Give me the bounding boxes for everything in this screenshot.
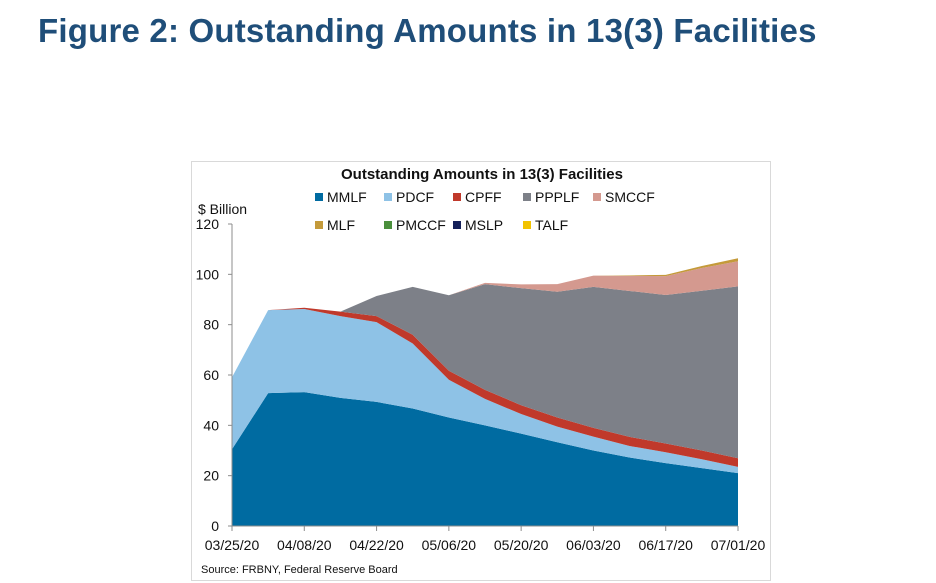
y-tick-label: 0 [211, 518, 219, 534]
legend-swatch [384, 221, 392, 229]
chart-title: Outstanding Amounts in 13(3) Facilities [341, 166, 623, 183]
x-tick-label: 04/08/20 [277, 537, 332, 553]
legend-swatch [453, 221, 461, 229]
slide-title: Figure 2: Outstanding Amounts in 13(3) F… [38, 12, 817, 49]
legend-label: MLF [327, 217, 355, 233]
legend: MMLF PDCF CPFF PPPLF SMCCF MLF PMCCF MSLP TALF [315, 189, 655, 233]
chart-frame: Outstanding Amounts in 13(3) Facilities … [191, 161, 771, 581]
area-smccf [232, 261, 738, 378]
stacked-areas [232, 258, 738, 526]
legend-label: CPFF [465, 189, 502, 205]
legend-swatch [315, 221, 323, 229]
legend-item-pmccf: PMCCF [384, 217, 446, 233]
legend-swatch [523, 193, 531, 201]
area-mmlf [232, 392, 738, 526]
legend-item-ppplf: PPPLF [523, 189, 579, 205]
area-ppplf [232, 284, 738, 459]
area-chart: Outstanding Amounts in 13(3) Facilities … [196, 166, 766, 576]
y-tick-label: 80 [203, 317, 219, 333]
y-tick-label: 60 [203, 367, 219, 383]
y-axis-label: $ Billion [198, 201, 247, 217]
legend-swatch [593, 193, 601, 201]
x-tick-label: 06/17/20 [638, 537, 693, 553]
legend-swatch [384, 193, 392, 201]
legend-label: PDCF [396, 189, 434, 205]
legend-label: PMCCF [396, 217, 446, 233]
legend-item-mslp: MSLP [453, 217, 503, 233]
area-pdcf [232, 309, 738, 474]
x-tick-label: 07/01/20 [711, 537, 766, 553]
source-note: Source: FRBNY, Federal Reserve Board [201, 564, 398, 576]
y-tick-label: 20 [203, 468, 219, 484]
legend-label: MSLP [465, 217, 503, 233]
area-mlf [232, 258, 738, 378]
y-tick-label: 120 [196, 216, 220, 232]
x-tick-label: 03/25/20 [205, 537, 260, 553]
legend-swatch [453, 193, 461, 201]
x-tick-label: 05/06/20 [422, 537, 477, 553]
legend-label: SMCCF [605, 189, 655, 205]
legend-swatch [523, 221, 531, 229]
legend-label: MMLF [327, 189, 367, 205]
legend-item-smccf: SMCCF [593, 189, 655, 205]
legend-item-talf: TALF [523, 217, 568, 233]
legend-item-mmlf: MMLF [315, 189, 367, 205]
legend-label: TALF [535, 217, 568, 233]
legend-label: PPPLF [535, 189, 579, 205]
legend-item-mlf: MLF [315, 217, 355, 233]
axes: 0 20 40 60 80 100 120 03/25/20 04/08/20 04/22/20 0… [196, 216, 766, 553]
y-tick-label: 100 [196, 266, 220, 282]
y-tick-label: 40 [203, 417, 219, 433]
x-tick-label: 06/03/20 [566, 537, 621, 553]
x-tick-label: 05/20/20 [494, 537, 549, 553]
legend-swatch [315, 193, 323, 201]
area-cpff [232, 307, 738, 467]
legend-item-pdcf: PDCF [384, 189, 434, 205]
legend-item-cpff: CPFF [453, 189, 502, 205]
x-tick-label: 04/22/20 [349, 537, 404, 553]
